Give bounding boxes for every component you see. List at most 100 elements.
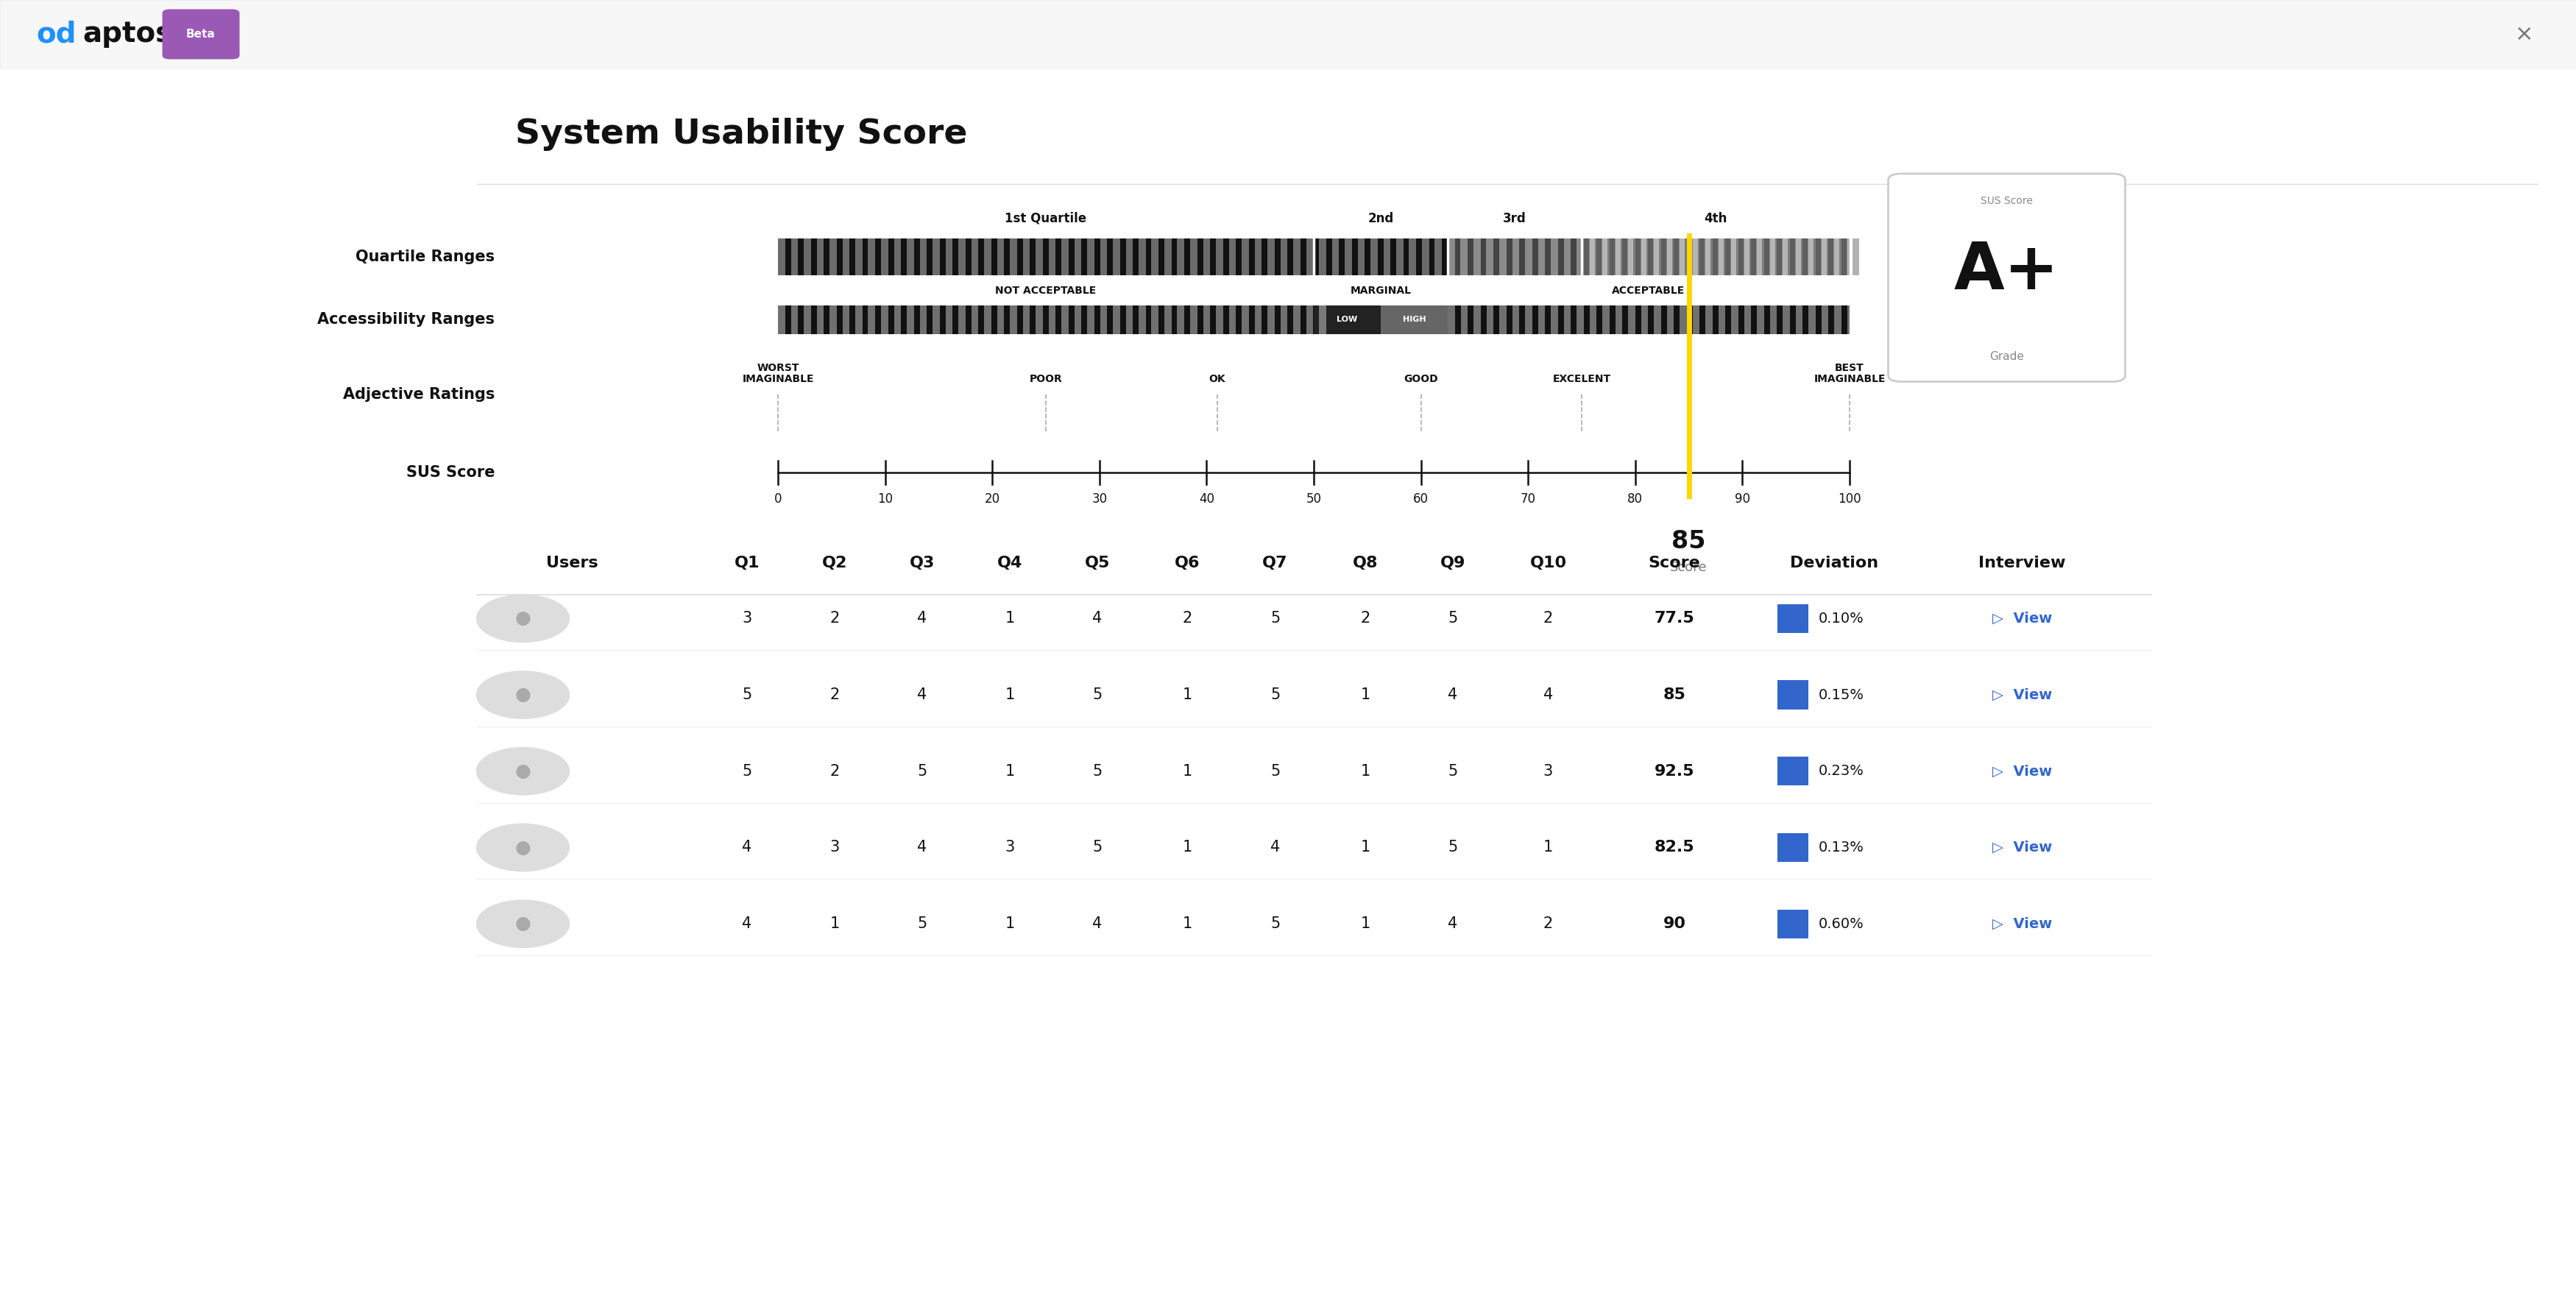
Bar <box>1564 238 1571 275</box>
Text: Q6: Q6 <box>1175 555 1200 571</box>
Bar <box>920 305 927 334</box>
Bar <box>1731 238 1739 275</box>
Bar <box>1680 305 1687 334</box>
Bar <box>1620 238 1628 275</box>
Text: Q10: Q10 <box>1530 555 1566 571</box>
Bar <box>1602 305 1610 334</box>
Bar <box>1847 238 1855 275</box>
Bar <box>778 238 786 275</box>
Bar <box>1383 238 1391 275</box>
Text: 5: 5 <box>742 687 752 703</box>
Bar <box>1595 238 1602 275</box>
Bar <box>868 238 876 275</box>
Bar <box>1615 238 1623 275</box>
Bar <box>1525 305 1533 334</box>
Text: A+: A+ <box>1955 240 2058 303</box>
Bar <box>791 305 799 334</box>
Bar <box>1396 238 1404 275</box>
Text: 5: 5 <box>1270 916 1280 932</box>
Bar <box>778 238 1850 275</box>
Bar <box>1023 238 1030 275</box>
Bar <box>1461 305 1468 334</box>
Bar <box>1435 238 1443 275</box>
Bar <box>1826 238 1834 275</box>
Bar <box>791 238 799 275</box>
Text: 1: 1 <box>1005 916 1015 932</box>
Bar <box>1762 238 1770 275</box>
Text: 1: 1 <box>1543 840 1553 855</box>
Bar <box>1723 238 1731 275</box>
Bar <box>1641 305 1649 334</box>
Text: ●: ● <box>515 609 531 628</box>
Text: 5: 5 <box>1448 763 1458 779</box>
Bar <box>1795 238 1803 275</box>
Text: 60: 60 <box>1414 492 1430 505</box>
Bar <box>1280 238 1288 275</box>
Bar <box>1306 238 1314 275</box>
Bar <box>971 305 979 334</box>
Bar <box>1113 238 1121 275</box>
Text: 70: 70 <box>1520 492 1535 505</box>
Bar <box>1203 305 1211 334</box>
Text: 5: 5 <box>742 763 752 779</box>
Bar <box>1151 305 1159 334</box>
Text: 2: 2 <box>1543 611 1553 626</box>
Text: 90: 90 <box>1664 916 1685 932</box>
Text: 2: 2 <box>1360 611 1370 626</box>
Bar <box>1139 238 1146 275</box>
Text: 5: 5 <box>917 916 927 932</box>
Text: 30: 30 <box>1092 492 1108 505</box>
Bar <box>1190 305 1198 334</box>
Bar <box>1074 305 1082 334</box>
Text: WORST
IMAGINABLE: WORST IMAGINABLE <box>742 363 814 384</box>
Bar <box>0 0 2576 68</box>
Circle shape <box>477 671 569 719</box>
Text: SUS Score: SUS Score <box>1981 196 2032 207</box>
Bar <box>1602 238 1610 275</box>
Bar <box>855 238 863 275</box>
Text: ●: ● <box>515 838 531 857</box>
Text: 4: 4 <box>742 916 752 932</box>
Bar <box>1633 238 1641 275</box>
Bar <box>1229 305 1236 334</box>
Bar <box>1087 238 1095 275</box>
Text: ▷  View: ▷ View <box>1991 917 2053 930</box>
Bar <box>1448 238 1455 275</box>
Bar <box>1525 238 1533 275</box>
Bar <box>958 238 966 275</box>
Bar <box>1860 305 1868 334</box>
Bar <box>1582 238 1589 275</box>
Text: 1: 1 <box>1182 687 1193 703</box>
Bar <box>881 238 889 275</box>
Text: 3rd: 3rd <box>1502 212 1528 225</box>
Bar <box>1381 305 1448 334</box>
Text: 4: 4 <box>1448 687 1458 703</box>
Bar <box>1685 238 1692 275</box>
Text: System Usability Score: System Usability Score <box>515 117 969 151</box>
Text: 92.5: 92.5 <box>1654 763 1695 779</box>
Text: 5: 5 <box>1092 687 1103 703</box>
Bar <box>1564 305 1571 334</box>
Text: Adjective Ratings: Adjective Ratings <box>343 387 495 403</box>
Text: Score: Score <box>1649 555 1700 571</box>
Bar <box>1242 238 1249 275</box>
Bar <box>1074 238 1082 275</box>
Bar <box>1777 604 1808 633</box>
Bar <box>1775 238 1783 275</box>
Bar <box>894 238 902 275</box>
Bar <box>1370 238 1378 275</box>
Bar <box>804 305 811 334</box>
Text: GOOD: GOOD <box>1404 374 1437 384</box>
Bar <box>1577 238 1584 275</box>
Text: 20: 20 <box>984 492 999 505</box>
Text: Beta: Beta <box>185 29 216 39</box>
Bar <box>1777 757 1808 786</box>
Text: 4: 4 <box>917 687 927 703</box>
Text: 0: 0 <box>775 492 783 505</box>
Bar <box>997 238 1005 275</box>
Circle shape <box>477 747 569 795</box>
FancyBboxPatch shape <box>162 9 240 59</box>
Bar <box>1718 238 1726 275</box>
Text: 2: 2 <box>829 687 840 703</box>
Bar <box>1255 305 1262 334</box>
